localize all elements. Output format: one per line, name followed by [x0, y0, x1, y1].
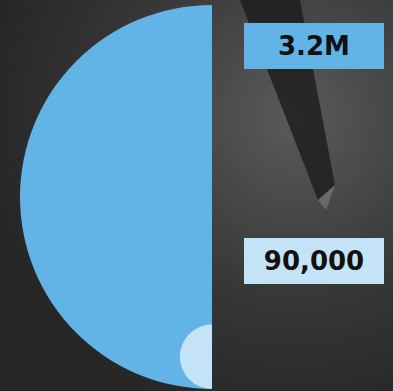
chart: 3.2M 90,000 [0, 0, 393, 391]
label-box [244, 23, 384, 69]
semicircle [20, 5, 212, 389]
label-group: 90,000 [244, 238, 384, 284]
marks [20, 5, 212, 389]
background [0, 0, 393, 391]
pen-tip [318, 185, 335, 210]
data-label: 3.2M [278, 31, 350, 61]
semicircle [180, 325, 212, 389]
label-group: 3.2M [244, 23, 384, 69]
data-label: 90,000 [264, 246, 364, 276]
label-box [244, 238, 384, 284]
